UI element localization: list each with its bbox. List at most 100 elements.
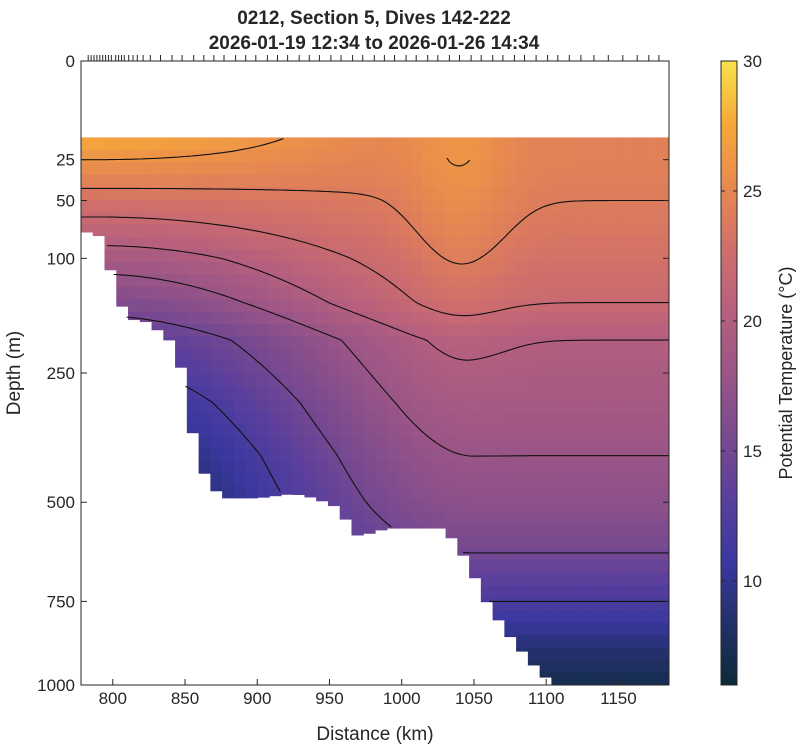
heatmap-cell bbox=[493, 523, 505, 536]
colorbar-tick-label: 25 bbox=[743, 182, 762, 201]
heatmap-cell bbox=[610, 473, 622, 486]
heatmap-cell bbox=[446, 287, 458, 300]
heatmap-cell bbox=[481, 461, 493, 474]
heatmap-cell bbox=[645, 237, 657, 250]
heatmap-cell bbox=[222, 349, 234, 362]
heatmap-cell bbox=[175, 212, 187, 225]
heatmap-cell bbox=[410, 449, 422, 462]
heatmap-cell bbox=[645, 299, 657, 312]
heatmap-cell bbox=[563, 386, 575, 399]
heatmap-cell bbox=[457, 399, 469, 412]
heatmap-cell bbox=[645, 648, 657, 661]
heatmap-cell bbox=[457, 374, 469, 387]
heatmap-cell bbox=[234, 399, 246, 412]
heatmap-cell bbox=[269, 299, 281, 312]
heatmap-cell bbox=[269, 212, 281, 225]
heatmap-cell bbox=[563, 262, 575, 275]
heatmap-cell bbox=[128, 150, 140, 163]
heatmap-cell bbox=[540, 399, 552, 412]
heatmap-cell bbox=[93, 187, 105, 200]
heatmap-cell bbox=[187, 374, 199, 387]
heatmap-cell bbox=[399, 237, 411, 250]
heatmap-cell bbox=[563, 324, 575, 337]
heatmap-cell bbox=[304, 449, 316, 462]
heatmap-cell bbox=[257, 337, 269, 350]
heatmap-cell bbox=[634, 337, 646, 350]
heatmap-cell bbox=[351, 137, 363, 150]
heatmap-cell bbox=[93, 162, 105, 175]
heatmap-cell bbox=[340, 299, 352, 312]
heatmap-cell bbox=[493, 262, 505, 275]
heatmap-cell bbox=[610, 660, 622, 673]
heatmap-cell bbox=[210, 473, 222, 486]
heatmap-cell bbox=[587, 673, 599, 686]
heatmap-cell bbox=[363, 175, 375, 188]
heatmap-cell bbox=[375, 411, 387, 424]
heatmap-cell bbox=[199, 262, 211, 275]
heatmap-cell bbox=[563, 610, 575, 623]
heatmap-cell bbox=[622, 498, 634, 511]
heatmap-cell bbox=[528, 486, 540, 499]
heatmap-cell bbox=[469, 287, 481, 300]
heatmap-cell bbox=[293, 137, 305, 150]
heatmap-cell bbox=[116, 187, 128, 200]
heatmap-cell bbox=[316, 287, 328, 300]
heatmap-cell bbox=[328, 175, 340, 188]
heatmap-cell bbox=[328, 150, 340, 163]
heatmap-cell bbox=[469, 274, 481, 287]
heatmap-cell bbox=[457, 299, 469, 312]
heatmap-cell bbox=[610, 150, 622, 163]
heatmap-cell bbox=[610, 262, 622, 275]
heatmap-cell bbox=[657, 623, 669, 636]
heatmap-cell bbox=[93, 175, 105, 188]
heatmap-cell bbox=[516, 561, 528, 574]
heatmap-cell bbox=[328, 486, 340, 499]
heatmap-cell bbox=[540, 610, 552, 623]
heatmap-cell bbox=[328, 386, 340, 399]
heatmap-cell bbox=[422, 324, 434, 337]
heatmap-cell bbox=[375, 287, 387, 300]
heatmap-cell bbox=[563, 274, 575, 287]
heatmap-cell bbox=[575, 249, 587, 262]
heatmap-cell bbox=[410, 498, 422, 511]
heatmap-cell bbox=[540, 374, 552, 387]
heatmap-cell bbox=[563, 424, 575, 437]
heatmap-cell bbox=[516, 237, 528, 250]
heatmap-cell bbox=[598, 598, 610, 611]
heatmap-cell bbox=[481, 287, 493, 300]
heatmap-cell bbox=[551, 486, 563, 499]
heatmap-cell bbox=[210, 137, 222, 150]
heatmap-cell bbox=[304, 436, 316, 449]
heatmap-cell bbox=[293, 249, 305, 262]
heatmap-cell bbox=[657, 299, 669, 312]
heatmap-cell bbox=[598, 660, 610, 673]
heatmap-cell bbox=[516, 225, 528, 238]
heatmap-cell bbox=[81, 150, 93, 163]
heatmap-cell bbox=[493, 449, 505, 462]
heatmap-cell bbox=[610, 449, 622, 462]
heatmap-cell bbox=[610, 635, 622, 648]
heatmap-cell bbox=[316, 312, 328, 325]
colorbar-tick-label: 20 bbox=[743, 312, 762, 331]
heatmap-cell bbox=[469, 137, 481, 150]
heatmap-cell bbox=[187, 249, 199, 262]
heatmap-cell bbox=[528, 249, 540, 262]
heatmap-cell bbox=[551, 511, 563, 524]
heatmap-cell bbox=[587, 523, 599, 536]
x-tick-label: 850 bbox=[171, 689, 199, 708]
heatmap-cell bbox=[434, 386, 446, 399]
heatmap-cell bbox=[399, 162, 411, 175]
heatmap-cell bbox=[116, 274, 128, 287]
heatmap-cell bbox=[316, 498, 328, 501]
heatmap-cell bbox=[610, 187, 622, 200]
heatmap-cell bbox=[575, 473, 587, 486]
heatmap-cell bbox=[622, 225, 634, 238]
heatmap-cell bbox=[410, 187, 422, 200]
heatmap-cell bbox=[363, 511, 375, 524]
heatmap-cell bbox=[634, 262, 646, 275]
heatmap-cell bbox=[469, 312, 481, 325]
heatmap-cell bbox=[293, 187, 305, 200]
heatmap-cell bbox=[622, 623, 634, 636]
heatmap-cell bbox=[328, 399, 340, 412]
heatmap-cell bbox=[375, 374, 387, 387]
